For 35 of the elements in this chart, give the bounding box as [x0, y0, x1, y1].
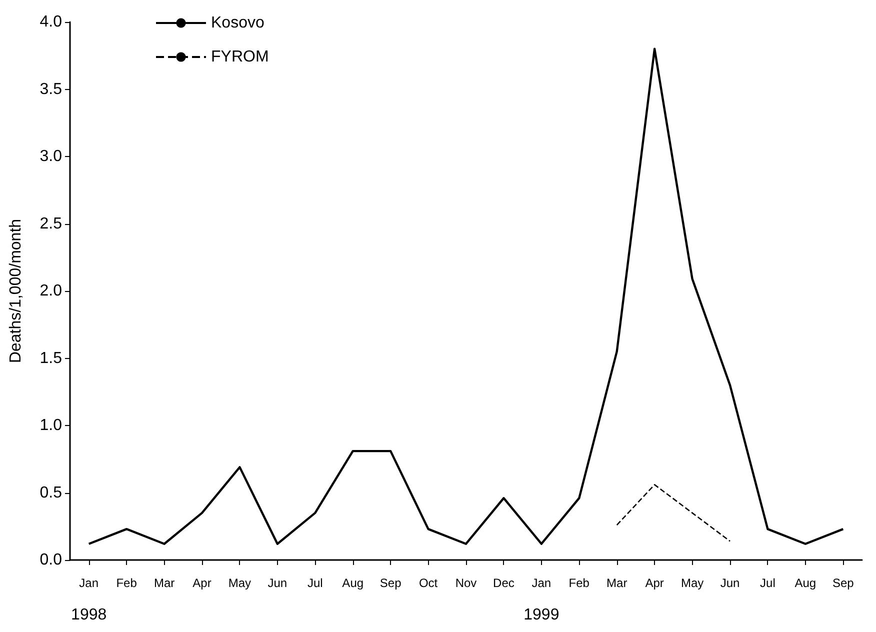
x-tick-label: Nov: [455, 576, 477, 590]
x-tick-label: Apr: [645, 576, 664, 590]
x-tick-label: Feb: [568, 576, 590, 590]
line-series: [88, 48, 844, 545]
y-axis-title: Deaths/1,000/month: [8, 218, 24, 364]
x-tick-label: Jul: [760, 576, 776, 590]
x-tick-label: Aug: [794, 576, 816, 590]
x-tick-label: Aug: [342, 576, 364, 590]
x-tick-label: Sep: [380, 576, 402, 590]
x-tick-label: Feb: [116, 576, 138, 590]
x-tick-label: Jul: [307, 576, 323, 590]
y-tick-label: 4.0: [40, 14, 62, 30]
x-tick-label: Jun: [268, 576, 288, 590]
legend-label: Kosovo: [211, 14, 264, 32]
y-tick-label: 3.5: [40, 80, 62, 98]
y-tick-label: 3.0: [40, 148, 62, 165]
line-series: [616, 484, 731, 542]
x-tick-label: May: [228, 576, 252, 590]
legend-label: FYROM: [211, 48, 269, 66]
category-label: Jan 1999: [524, 576, 560, 624]
y-tick-label: 1.5: [40, 350, 62, 367]
x-tick-label: Sep: [832, 576, 854, 590]
y-tick-label: 0.0: [40, 552, 62, 568]
x-tick-label: Oct: [418, 576, 438, 590]
y-tick-label: 0.5: [40, 484, 62, 502]
x-tick-label: Apr: [192, 576, 212, 590]
y-tick-label: 2.0: [40, 282, 62, 300]
y-tick-label: 2.5: [40, 215, 62, 232]
x-tick-label: Mar: [606, 576, 628, 590]
x-tick-label: May: [680, 576, 704, 590]
category-label: Jan 1998: [71, 576, 107, 624]
x-tick-label: Jun: [720, 576, 740, 590]
x-tick-label: Dec: [493, 576, 514, 590]
y-tick-label: 1.0: [40, 417, 62, 434]
x-tick-label: Mar: [154, 576, 175, 590]
